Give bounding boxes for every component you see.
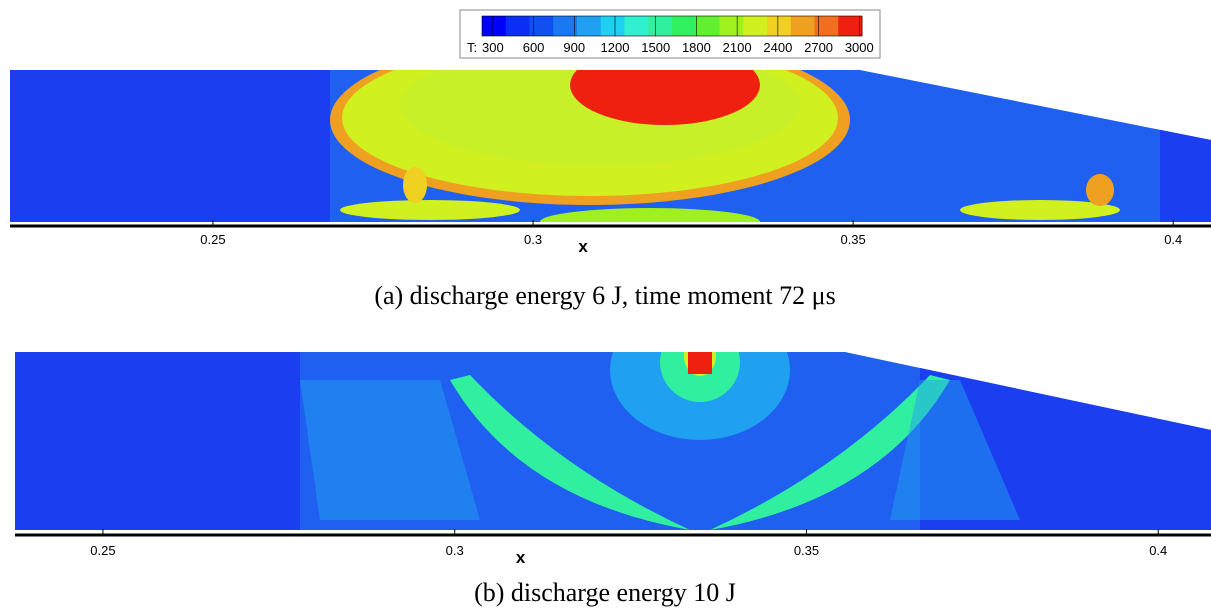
colorbar-band bbox=[577, 16, 602, 36]
colorbar-band bbox=[648, 16, 673, 36]
x-tick-label: 0.25 bbox=[200, 232, 225, 247]
colorbar-band bbox=[838, 16, 863, 36]
colorbar-tick-label: 1200 bbox=[601, 40, 630, 55]
colorbar-band bbox=[482, 16, 507, 36]
colorbar-band bbox=[600, 16, 625, 36]
colorbar-band bbox=[814, 16, 839, 36]
x-axis-label: x bbox=[516, 548, 526, 567]
colorbar-band bbox=[672, 16, 697, 36]
x-tick-label: 0.3 bbox=[524, 232, 542, 247]
caption: (b) discharge energy 10 J bbox=[474, 578, 736, 607]
colorbar-band bbox=[505, 16, 530, 36]
colorbar-tick-label: 1800 bbox=[682, 40, 711, 55]
colorbar-band bbox=[719, 16, 744, 36]
colorbar-band bbox=[529, 16, 554, 36]
colorbar-tick-label: 900 bbox=[563, 40, 585, 55]
x-tick-label: 0.4 bbox=[1149, 543, 1167, 558]
colorbar-band bbox=[767, 16, 792, 36]
colorbar-band bbox=[553, 16, 578, 36]
colorbar-band bbox=[695, 16, 720, 36]
x-tick-label: 0.4 bbox=[1164, 232, 1182, 247]
temperature-field-b bbox=[15, 352, 1211, 530]
colorbar-tick-label: 600 bbox=[523, 40, 545, 55]
colorbar-tick-label: 2100 bbox=[723, 40, 752, 55]
colorbar-band bbox=[790, 16, 815, 36]
colorbar-tick-label: 1500 bbox=[641, 40, 670, 55]
x-tick-label: 0.35 bbox=[794, 543, 819, 558]
colorbar-tick-label: 2400 bbox=[763, 40, 792, 55]
temperature-field-a bbox=[10, 70, 1211, 222]
x-axis-label: x bbox=[578, 237, 588, 256]
colorbar-label: T: bbox=[467, 40, 477, 55]
colorbar-tick-label: 2700 bbox=[804, 40, 833, 55]
colorbar-band bbox=[743, 16, 768, 36]
colorbar-tick-label: 3000 bbox=[845, 40, 874, 55]
colorbar-band bbox=[624, 16, 649, 36]
colorbar-tick-label: 300 bbox=[482, 40, 504, 55]
x-tick-label: 0.3 bbox=[446, 543, 464, 558]
colorbar-outline bbox=[481, 15, 863, 37]
x-tick-label: 0.25 bbox=[90, 543, 115, 558]
caption: (a) discharge energy 6 J, time moment 72… bbox=[374, 281, 835, 310]
x-tick-label: 0.35 bbox=[840, 232, 865, 247]
